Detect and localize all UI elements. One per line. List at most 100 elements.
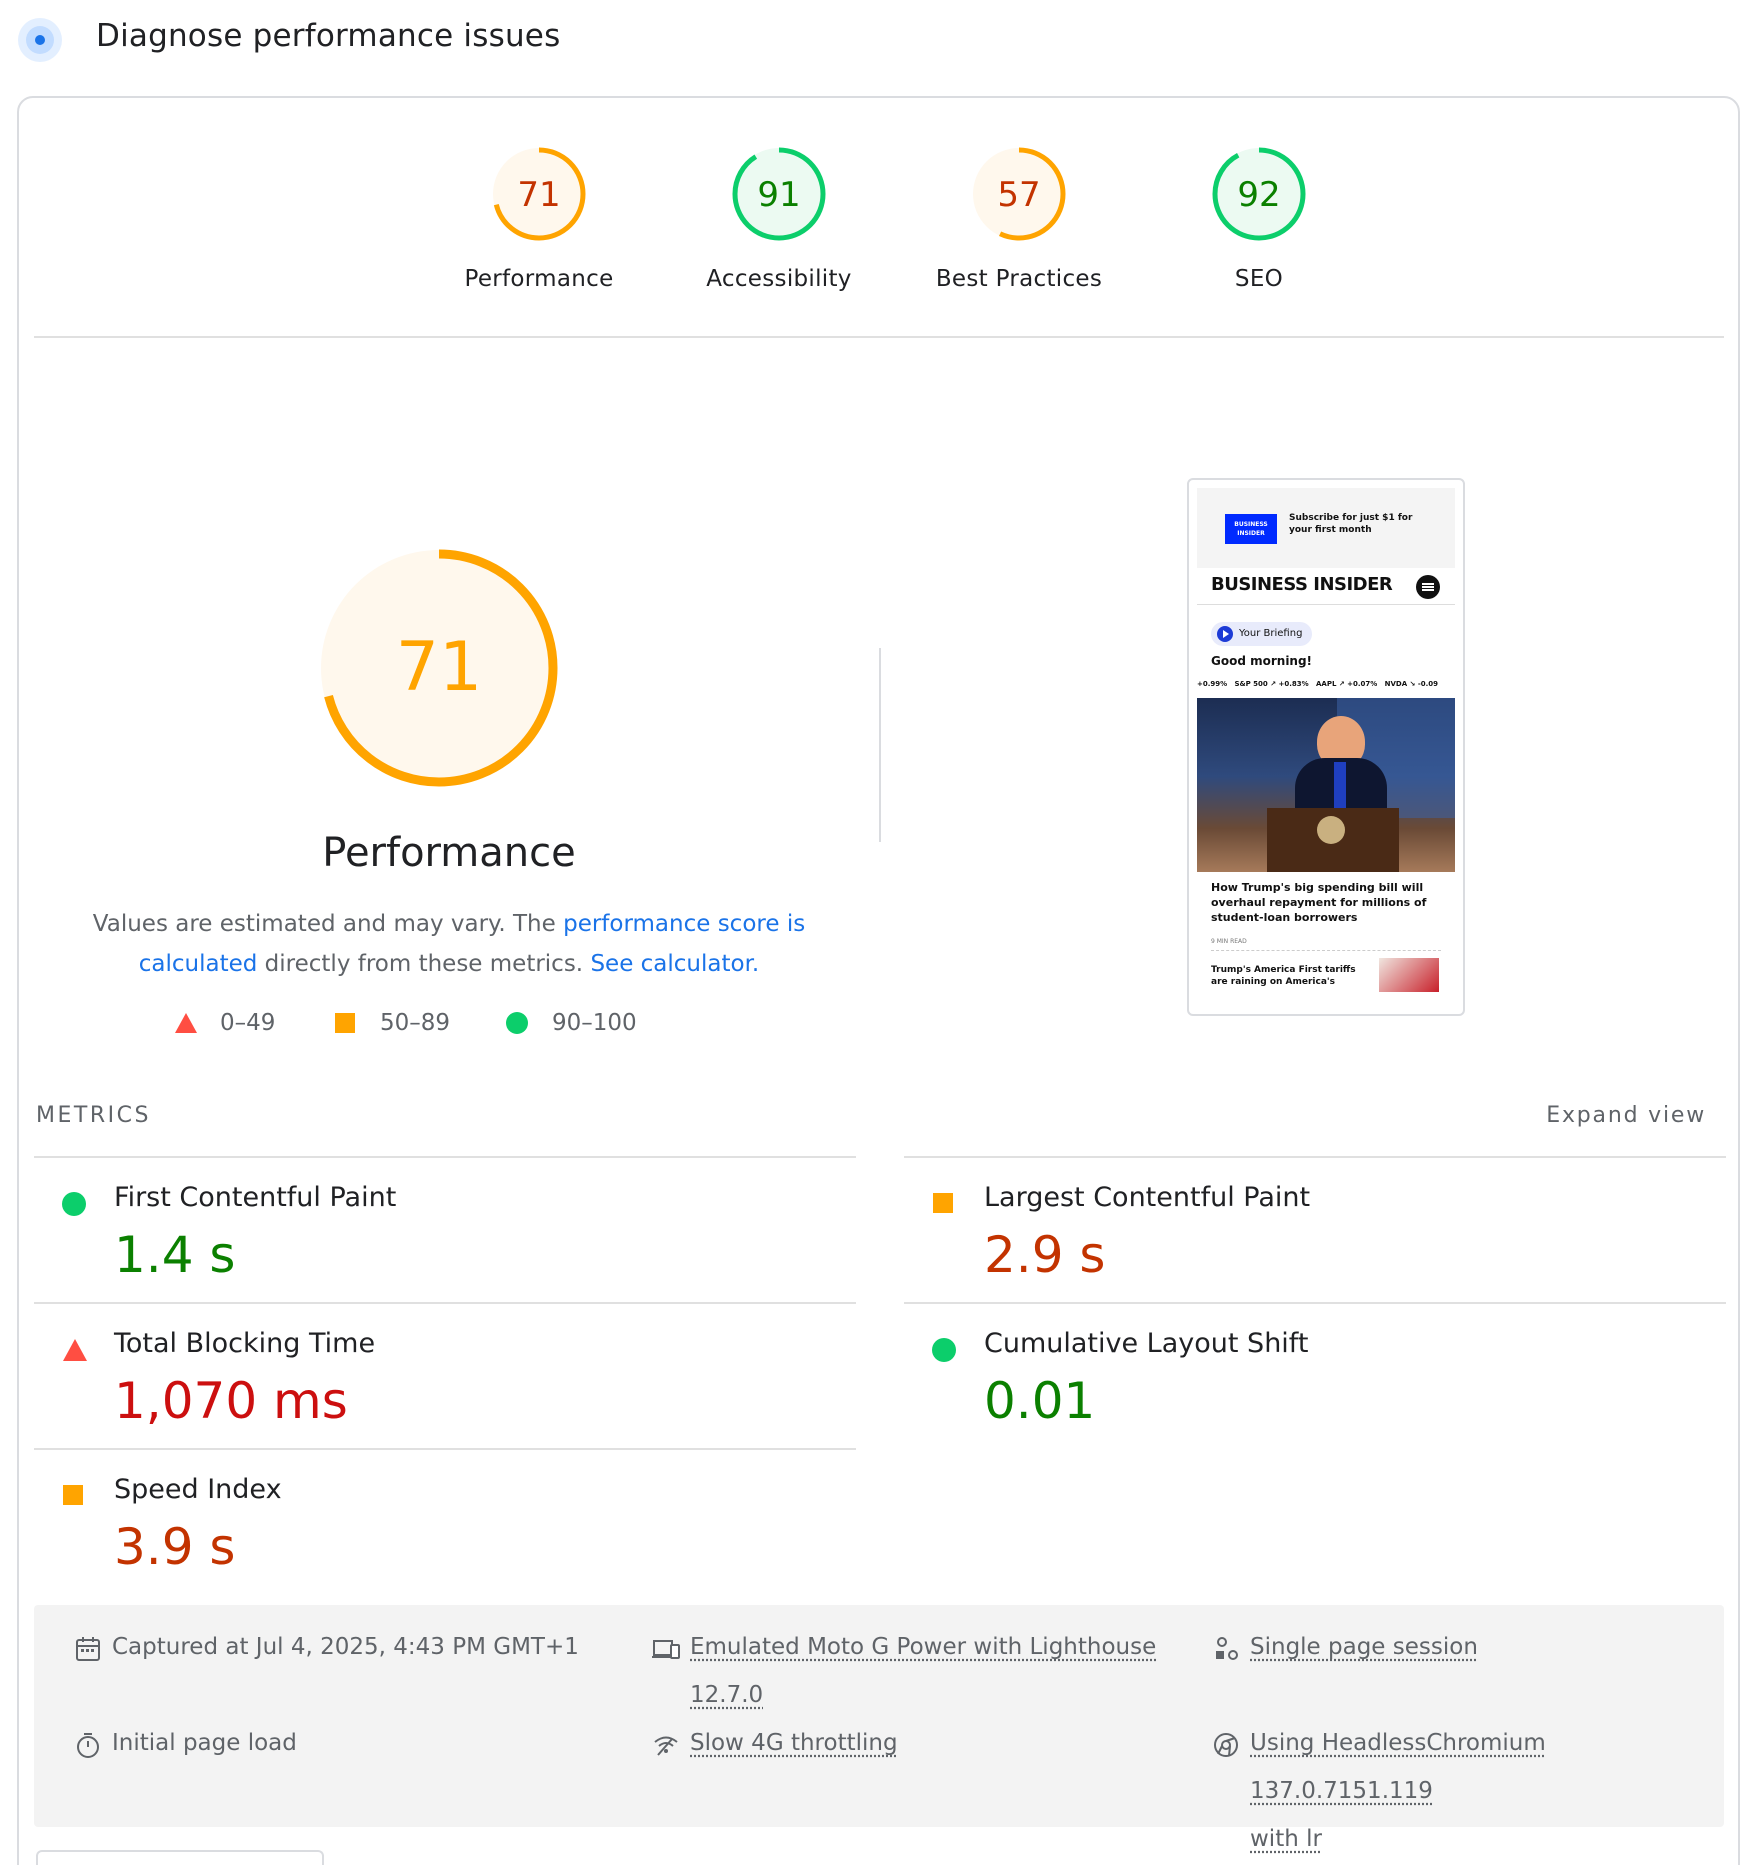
divider	[34, 336, 1724, 338]
legend-label: 90–100	[552, 1010, 637, 1036]
browser-text-line2[interactable]: with lr	[1250, 1826, 1322, 1852]
average-square-icon	[933, 1193, 953, 1213]
menu-icon	[1416, 575, 1440, 599]
session-icon	[1216, 1637, 1238, 1660]
calendar-icon	[76, 1637, 100, 1661]
device-text-line2[interactable]: 12.7.0	[690, 1682, 764, 1708]
divider	[1197, 604, 1455, 605]
pass-circle-icon	[62, 1192, 86, 1216]
devices-icon	[652, 1640, 680, 1659]
metric-value: 1.4 s	[114, 1226, 236, 1284]
pill-label: Your Briefing	[1239, 628, 1303, 639]
final-screenshot[interactable]: BUSINESS INSIDER Subscribe for just $1 f…	[1187, 478, 1465, 1016]
divider	[1211, 950, 1441, 951]
desc-prefix: Values are estimated and may vary. The	[92, 911, 564, 937]
load-text: Initial page load	[112, 1730, 297, 1756]
gauge-score: 71	[517, 175, 560, 215]
metric-speed-index[interactable]: Speed Index 3.9 s	[34, 1448, 856, 1594]
gauge-score: 92	[1237, 175, 1280, 215]
performance-big-gauge: 71	[320, 549, 558, 787]
page-title: Diagnose performance issues	[96, 18, 561, 54]
chrome-icon	[1214, 1733, 1238, 1757]
second-headline: Trump's America First tariffs are rainin…	[1211, 965, 1356, 987]
legend-label: 50–89	[380, 1010, 451, 1036]
circle-icon	[506, 1012, 528, 1034]
captured-at: Captured at Jul 4, 2025, 4:43 PM GMT+1	[74, 1623, 579, 1671]
second-thumbnail	[1379, 958, 1439, 992]
gauge-label: SEO	[1234, 266, 1284, 292]
page-header: Diagnose performance issues	[0, 0, 1750, 80]
greeting: Good morning!	[1211, 654, 1313, 668]
big-gauge-score: 71	[396, 628, 483, 707]
next-section-tab[interactable]	[36, 1850, 324, 1865]
gauge-label: Best Practices	[935, 266, 1103, 292]
browser-text-line1[interactable]: Using HeadlessChromium 137.0.7151.119	[1250, 1730, 1546, 1804]
vertical-divider	[879, 648, 881, 842]
browser-version[interactable]: Using HeadlessChromium 137.0.7151.119 wi…	[1212, 1719, 1724, 1863]
see-calculator-link[interactable]: See calculator.	[590, 951, 760, 977]
metric-value: 2.9 s	[984, 1226, 1106, 1284]
gauge-score: 91	[757, 175, 800, 215]
fail-triangle-icon	[63, 1339, 87, 1361]
metric-first-contentful-paint[interactable]: First Contentful Paint 1.4 s	[34, 1156, 856, 1302]
device-text-line1[interactable]: Emulated Moto G Power with Lighthouse	[690, 1634, 1157, 1660]
desc-middle: directly from these metrics.	[257, 951, 591, 977]
legend-average: 50–89	[334, 1010, 450, 1036]
article-image	[1197, 698, 1455, 872]
captured-text: Captured at Jul 4, 2025, 4:43 PM GMT+1	[112, 1634, 579, 1660]
gauge-seo[interactable]: 92 SEO	[1139, 144, 1379, 292]
metric-name: Speed Index	[114, 1474, 282, 1505]
metric-largest-contentful-paint[interactable]: Largest Contentful Paint 2.9 s	[904, 1156, 1726, 1302]
metric-name: Cumulative Layout Shift	[984, 1328, 1309, 1359]
metric-name: First Contentful Paint	[114, 1182, 397, 1213]
metric-value: 1,070 ms	[114, 1372, 348, 1430]
ad-logo: BUSINESS INSIDER	[1225, 514, 1277, 544]
session-type[interactable]: Single page session	[1212, 1623, 1478, 1671]
runtime-settings: Captured at Jul 4, 2025, 4:43 PM GMT+1 E…	[34, 1605, 1724, 1852]
article-headline: How Trump's big spending bill will overh…	[1211, 881, 1427, 924]
legend-pass: 90–100	[506, 1010, 637, 1036]
best-practices-gauge-icon: 57	[972, 147, 1066, 241]
network-throttling[interactable]: Slow 4G throttling	[652, 1719, 898, 1767]
performance-title: Performance	[322, 830, 576, 876]
page-load-type: Initial page load	[74, 1719, 297, 1767]
stock-ticker: +0.99% S&P 500 ↗ +0.83% AAPL ↗ +0.07% NV…	[1197, 680, 1439, 688]
metric-value: 3.9 s	[114, 1518, 236, 1576]
performance-description: Values are estimated and may vary. The p…	[79, 904, 819, 984]
legend-fail: 0–49	[174, 1010, 275, 1036]
score-calculated-link[interactable]: performance score is calculated	[138, 911, 806, 977]
timer-icon	[77, 1733, 99, 1758]
gauge-performance[interactable]: 71 Performance	[419, 144, 659, 292]
square-icon	[335, 1013, 355, 1033]
throttling-text[interactable]: Slow 4G throttling	[690, 1730, 898, 1756]
gauge-label: Accessibility	[706, 266, 852, 292]
read-time: 9 MIN READ	[1211, 938, 1247, 945]
legend-label: 0–49	[220, 1010, 276, 1036]
expand-view-toggle[interactable]: Expand view	[1546, 1103, 1706, 1128]
brand-name: BUSINESS INSIDER	[1211, 574, 1393, 595]
session-text[interactable]: Single page session	[1250, 1634, 1478, 1660]
score-legend: 0–49 50–89 90–100	[174, 1010, 734, 1050]
metric-name: Total Blocking Time	[114, 1328, 376, 1359]
metric-name: Largest Contentful Paint	[984, 1182, 1311, 1213]
category-gauges: 71 Performance 91 Accessibility 57 Best …	[19, 98, 1738, 336]
triangle-icon	[175, 1013, 197, 1033]
gauge-accessibility[interactable]: 91 Accessibility	[659, 144, 899, 292]
accessibility-gauge-icon: 91	[732, 147, 826, 241]
gauge-score: 57	[997, 175, 1040, 215]
metrics-heading: METRICS	[36, 1103, 151, 1128]
report-card: 71 Performance 91 Accessibility 57 Best …	[17, 96, 1740, 1865]
metric-cumulative-layout-shift[interactable]: Cumulative Layout Shift 0.01	[904, 1302, 1726, 1448]
wifi-throttle-icon	[654, 1736, 678, 1756]
lighthouse-icon	[18, 18, 62, 62]
performance-gauge-icon: 71	[492, 147, 586, 241]
pass-circle-icon	[932, 1338, 956, 1362]
gauge-best-practices[interactable]: 57 Best Practices	[899, 144, 1139, 292]
ad-banner: BUSINESS INSIDER Subscribe for just $1 f…	[1197, 488, 1455, 568]
device-emulation[interactable]: Emulated Moto G Power with Lighthouse 12…	[652, 1623, 1156, 1719]
metric-total-blocking-time[interactable]: Total Blocking Time 1,070 ms	[34, 1302, 856, 1448]
average-square-icon	[63, 1485, 83, 1505]
metric-value: 0.01	[984, 1372, 1096, 1430]
briefing-pill: Your Briefing	[1211, 622, 1313, 646]
ad-text: Subscribe for just $1 for your first mon…	[1289, 513, 1413, 535]
